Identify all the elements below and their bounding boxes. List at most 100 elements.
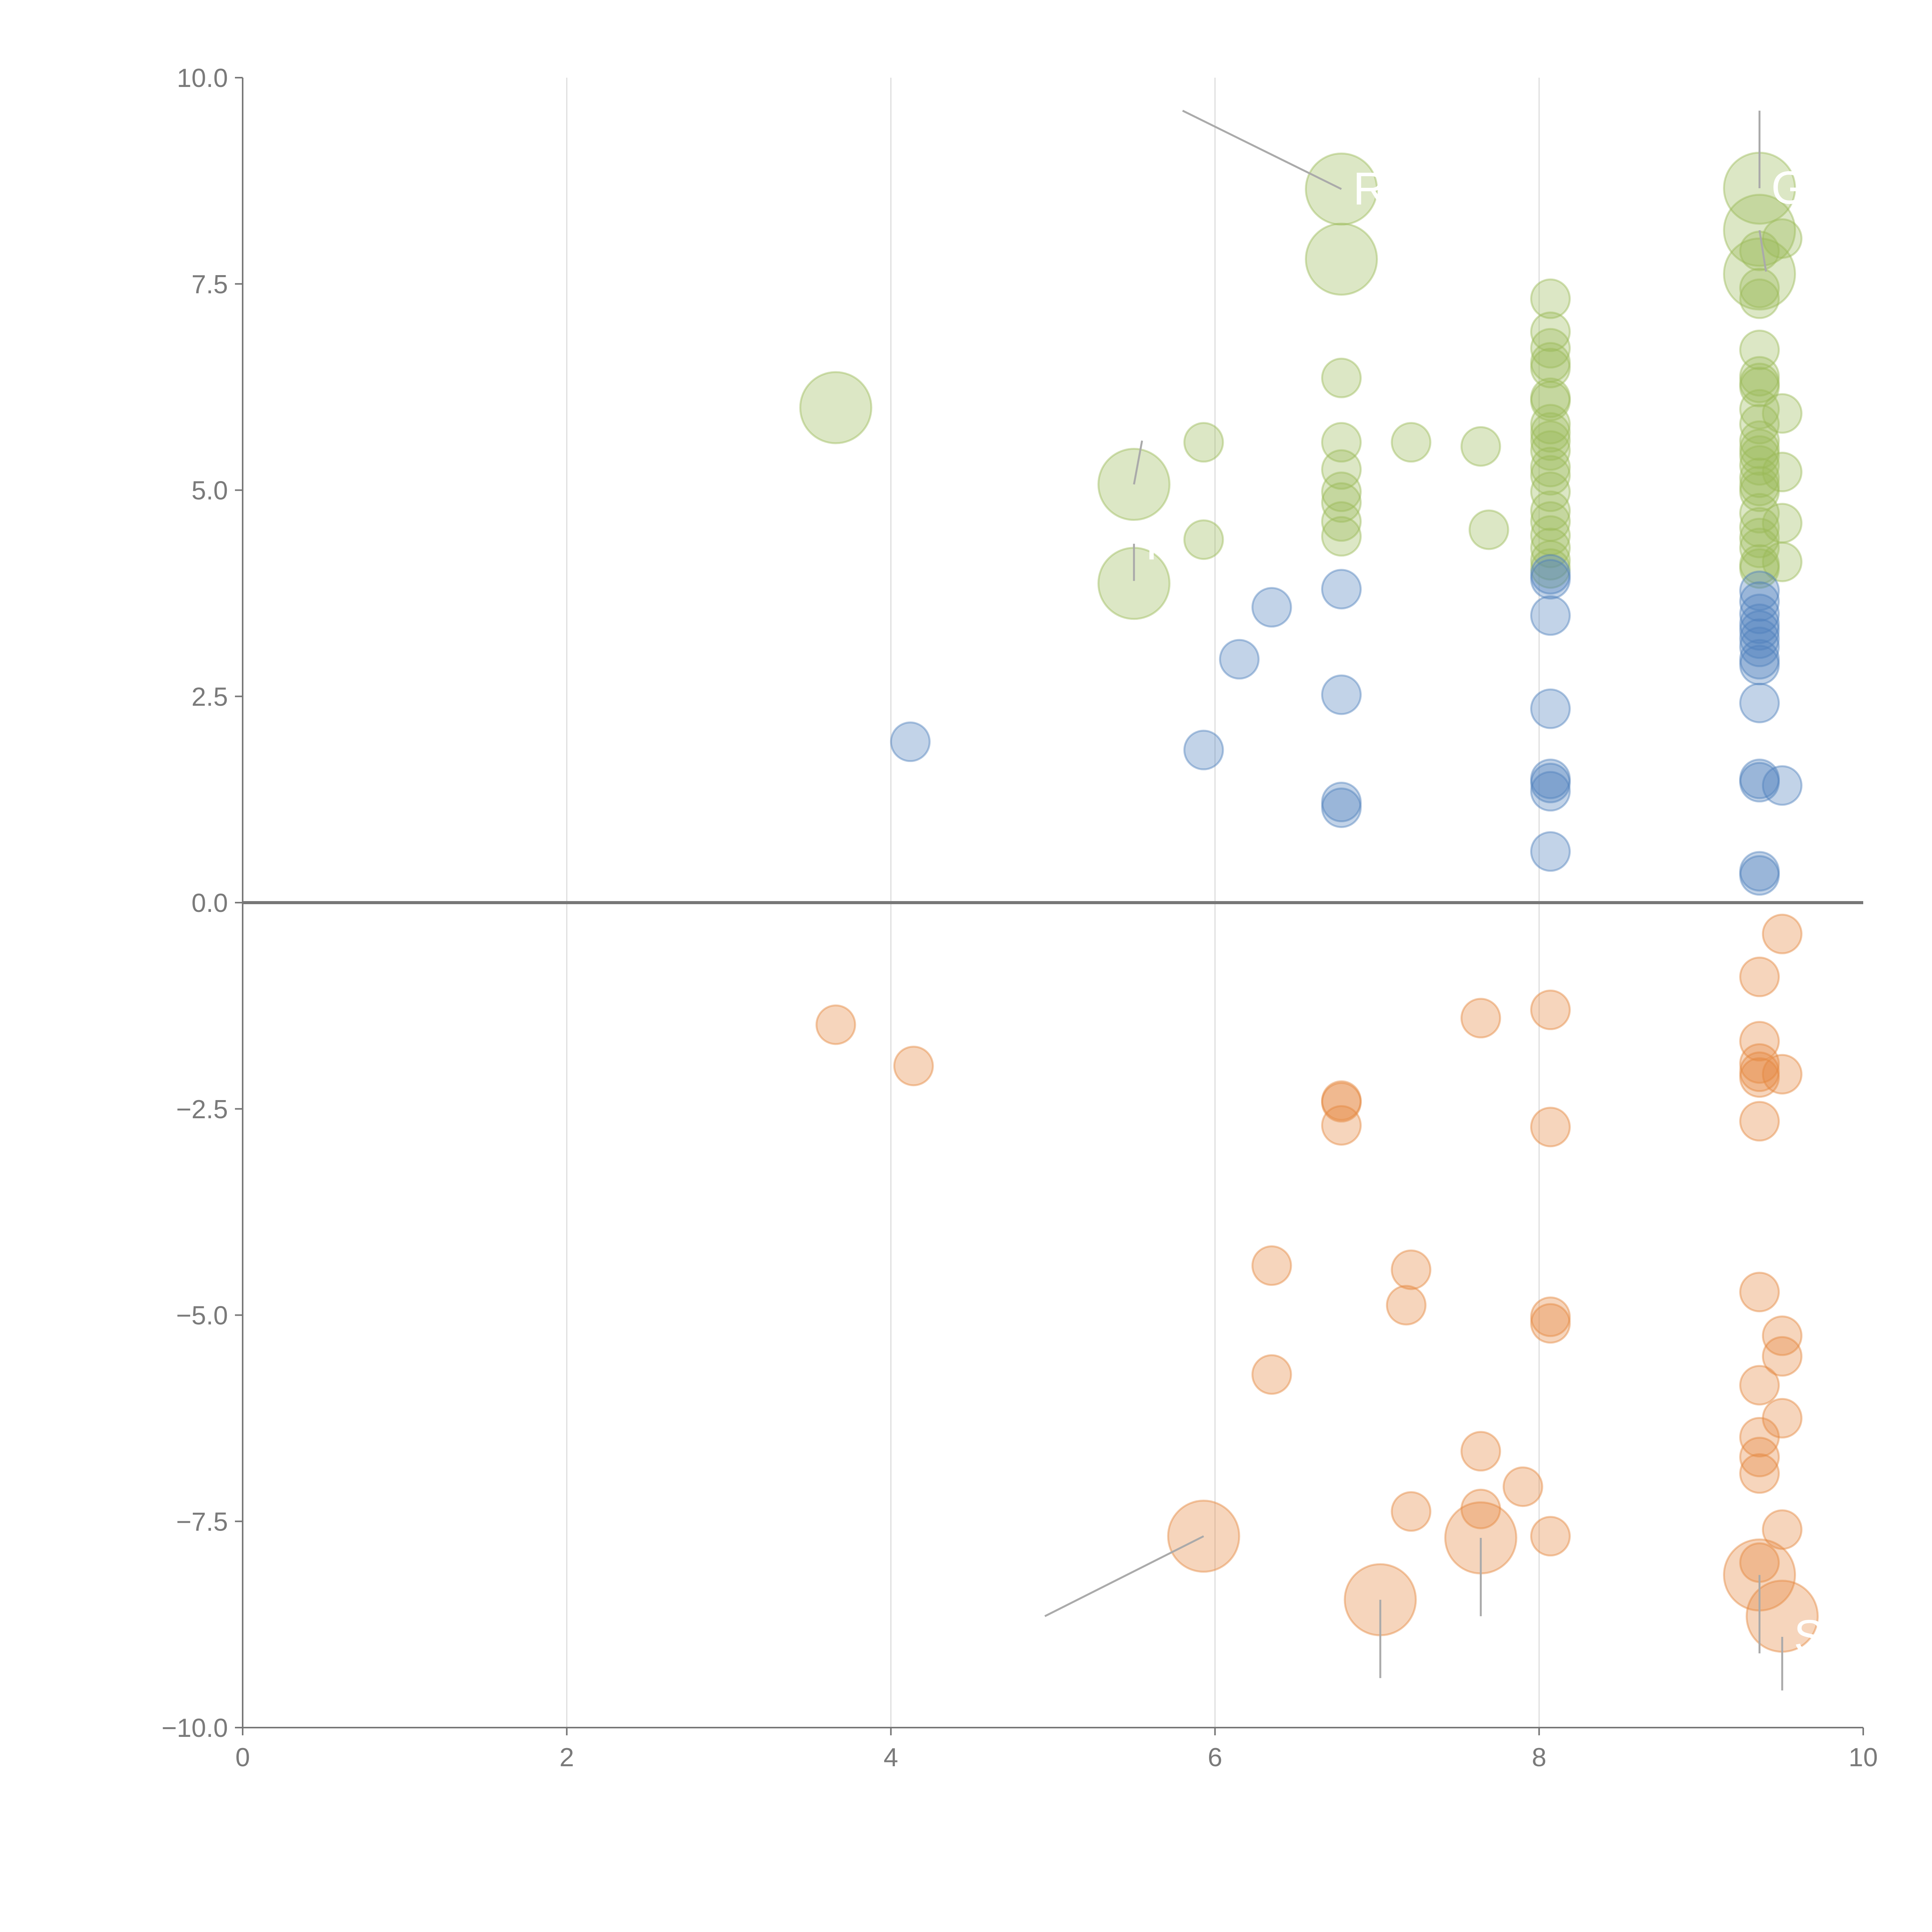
bubble-orange	[1502, 1466, 1543, 1507]
bubble-green	[1530, 348, 1571, 389]
bubble-green	[1739, 527, 1780, 568]
bubble-green	[1530, 412, 1571, 453]
bubble-orange	[815, 1004, 856, 1045]
annotation-line	[1182, 110, 1342, 190]
bubble-green	[1739, 356, 1780, 397]
bubble-blue	[1530, 554, 1571, 595]
bubble-green	[1468, 509, 1509, 550]
bubble-blue	[1739, 645, 1780, 685]
bubble-orange	[1739, 1051, 1780, 1092]
leader-line	[1133, 440, 1143, 485]
annotation-label: R	[1353, 163, 1387, 214]
bubble-green	[1321, 471, 1362, 512]
axes: 0 2 4 6 8 10 10.0 7.5 5.0 2.5 0.0 −2.5 −5.0 −7.5 −10.0	[162, 63, 1878, 1772]
x-tick-label: 4	[884, 1743, 898, 1772]
bubble-orange	[1386, 1285, 1427, 1326]
bubble-orange	[1530, 1296, 1571, 1337]
bubble-green	[1530, 455, 1571, 496]
bubble-blue	[1530, 559, 1571, 600]
bubble-blue	[1739, 603, 1780, 644]
bubble-green	[1530, 490, 1571, 531]
bubble-green	[1321, 501, 1362, 542]
y-tick-label: 2.5	[191, 682, 228, 711]
leader-lines	[1044, 110, 1783, 1690]
bubble-green	[1762, 503, 1803, 544]
y-tick-label: 7.5	[191, 270, 228, 299]
y-tick-label: 5.0	[191, 476, 228, 505]
bubble-green	[1739, 466, 1780, 507]
bubble-green	[1739, 493, 1780, 534]
y-tick-label: −5.0	[176, 1301, 228, 1330]
bubble-blue	[1530, 759, 1571, 799]
y-tick-label: 0.0	[191, 888, 228, 918]
bubble-orange	[1391, 1491, 1432, 1532]
bubble-orange	[1460, 1431, 1501, 1472]
bubble-blue	[1530, 688, 1571, 729]
bubble-blue	[1739, 855, 1780, 896]
bubble-orange	[1739, 1437, 1780, 1478]
bubble-blue	[1739, 851, 1780, 892]
bubble-green	[1739, 267, 1780, 308]
bubble-green	[1739, 389, 1780, 430]
bubble-orange	[1321, 1082, 1362, 1123]
bubble-green	[1530, 404, 1571, 445]
bubble-green	[1530, 430, 1571, 471]
bubble-blue	[1739, 618, 1780, 659]
bubble-green	[1321, 516, 1362, 557]
bubble-green	[1530, 311, 1571, 352]
bubble-green	[1739, 435, 1780, 476]
bubble-green	[1391, 422, 1432, 463]
bubble-green	[1530, 447, 1571, 488]
bubble-blue	[1739, 570, 1780, 611]
bubble-green	[1723, 237, 1796, 311]
bubble-green	[1305, 223, 1378, 296]
bubble-green	[1739, 548, 1780, 589]
bubble-blue	[1530, 771, 1571, 812]
bubble-blue	[1251, 587, 1292, 628]
bubble-orange	[1762, 1336, 1803, 1377]
bubble-orange	[1762, 913, 1803, 954]
x-tick-label: 0	[235, 1743, 250, 1772]
bubble-green	[1530, 381, 1571, 422]
bubble-green	[1530, 342, 1571, 383]
bubble-green	[1762, 218, 1803, 259]
bubble-orange	[1762, 1315, 1803, 1356]
bubble-green	[1739, 517, 1780, 558]
bubble-green	[1762, 541, 1803, 582]
bubble-green	[1739, 367, 1780, 408]
annotation-label: R	[1146, 517, 1179, 569]
bubble-green	[1739, 471, 1780, 512]
bubble-green	[1739, 507, 1780, 548]
bubble-green	[1739, 278, 1780, 319]
bubble-orange	[1739, 956, 1780, 997]
leader-line	[1759, 230, 1767, 272]
bubble-green	[1321, 482, 1362, 523]
bubble-blue	[1321, 674, 1362, 715]
y-tick-label: −2.5	[176, 1095, 228, 1124]
bubble-green	[1739, 330, 1780, 371]
bubble-orange	[1530, 1303, 1571, 1344]
bubble-blue	[1321, 787, 1362, 828]
bubble-blue	[1183, 730, 1224, 770]
bubble-blue	[1530, 762, 1571, 803]
bubble-green	[1530, 548, 1571, 589]
bubble-orange	[1762, 1509, 1803, 1550]
bubble-blue	[1739, 682, 1780, 723]
bubble-green	[1530, 515, 1571, 556]
bubble-blue	[1739, 626, 1780, 667]
bubble-orange	[1739, 1417, 1780, 1458]
bubble-green	[1739, 457, 1780, 498]
bubble-green	[1530, 420, 1571, 461]
bubble-green	[1530, 377, 1571, 418]
bubble-green	[1739, 420, 1780, 461]
bubble-green	[1183, 422, 1224, 463]
bubble-green	[1739, 362, 1780, 403]
bubble-green	[1321, 449, 1362, 490]
bubble-green	[1530, 278, 1571, 319]
bubble-green	[1530, 501, 1571, 542]
bubble-orange	[1762, 1054, 1803, 1095]
bubble-orange	[1460, 998, 1501, 1039]
bubble-blue	[1530, 831, 1571, 872]
annotation-label: G	[1771, 162, 1807, 214]
bubble-green	[1321, 422, 1362, 463]
